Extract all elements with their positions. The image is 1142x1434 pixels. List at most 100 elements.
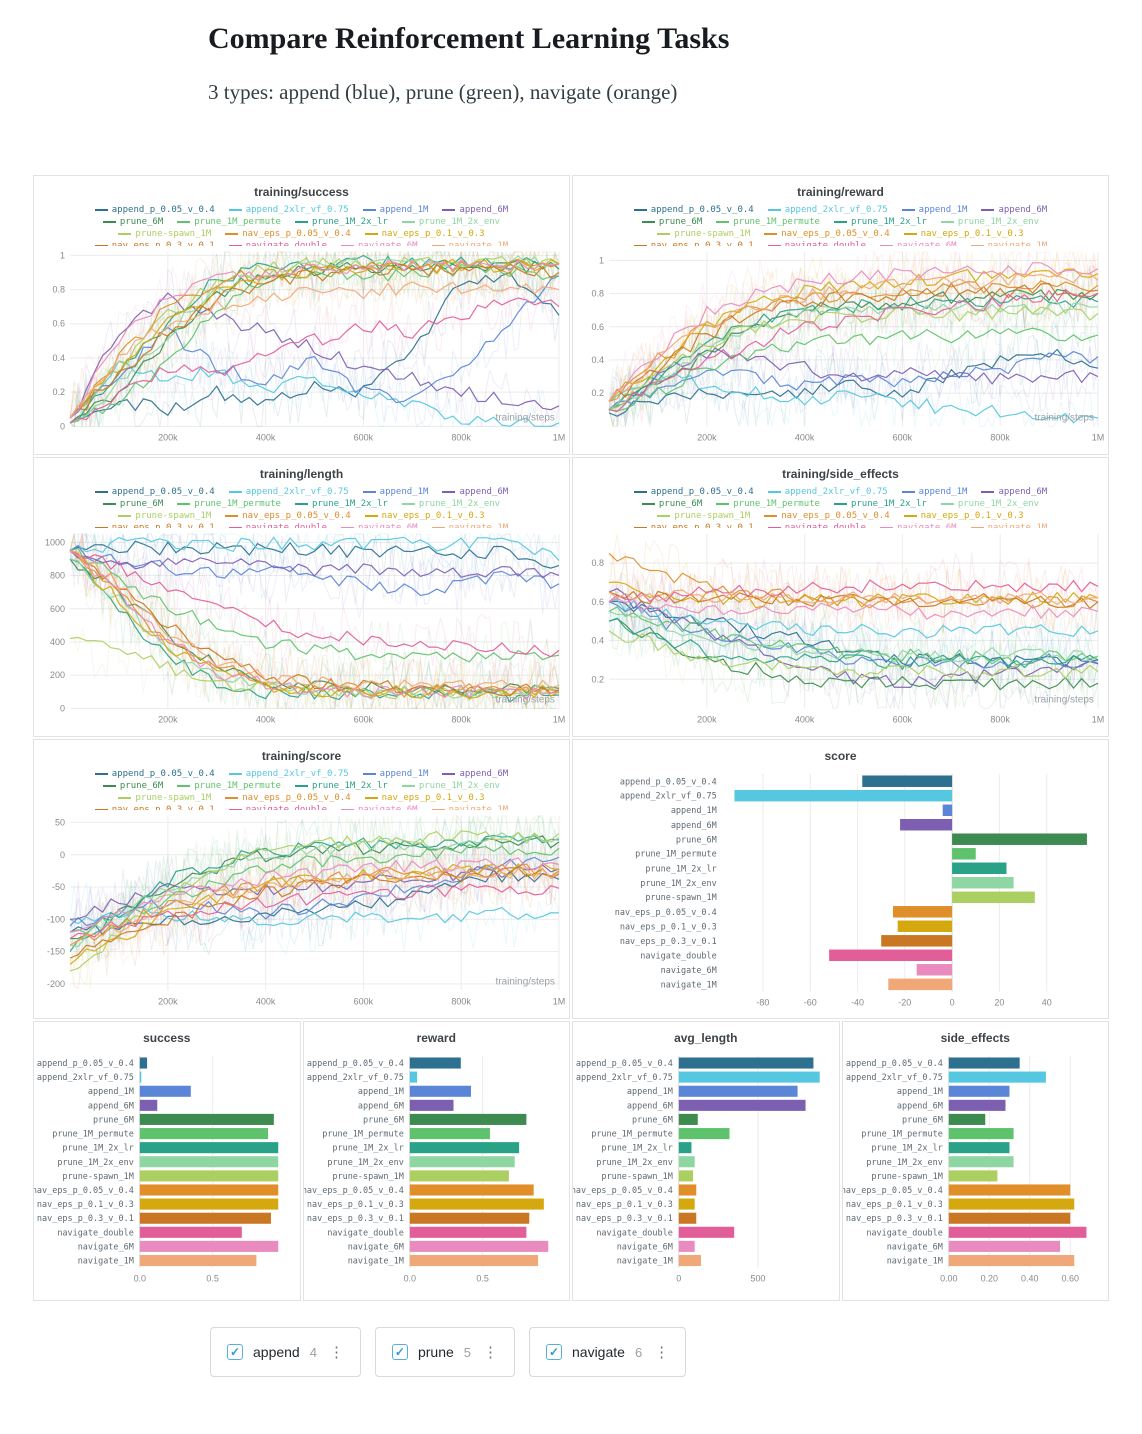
legend-item-prune_1M_2x_lr[interactable]: prune_1M_2x_lr [833,217,927,227]
legend-item-append_p_0.05_v_0.4[interactable]: append_p_0.05_v_0.4 [94,487,215,497]
legend-item-append_1M[interactable]: append_1M [362,205,428,215]
legend-item-nav_eps_p_0.1_v_0.3[interactable]: nav_eps_p_0.1_v_0.3 [364,229,485,239]
legend-item-navigate_6M[interactable]: navigate_6M [341,523,418,528]
legend-item-append_2xlr_vf_0.75[interactable]: append_2xlr_vf_0.75 [228,487,349,497]
legend-item-prune_1M_2x_lr[interactable]: prune_1M_2x_lr [294,499,388,509]
filter-chip-navigate[interactable]: navigate 6 [529,1327,687,1377]
svg-text:navigate_6M: navigate_6M [347,1241,403,1251]
line-chart-training-side-effects[interactable]: 0.2 0.4 0.6 0.8 200k 400k 600k 800k 1M training/s… [573,528,1108,728]
legend-item-prune_1M_2x_env[interactable]: prune_1M_2x_env [940,217,1039,227]
checkbox-checked-icon[interactable] [227,1344,243,1360]
legend-item-nav_eps_p_0.3_v_0.1[interactable]: nav_eps_p_0.3_v_0.1 [633,241,754,246]
kebab-menu-icon[interactable] [483,1343,498,1361]
legend-item-prune_6M[interactable]: prune_6M [641,499,702,509]
legend-item-prune-spawn_1M[interactable]: prune-spawn_1M [118,229,211,239]
legend-item-prune_1M_2x_lr[interactable]: prune_1M_2x_lr [833,499,927,509]
legend-item-append_2xlr_vf_0.75[interactable]: append_2xlr_vf_0.75 [228,769,349,779]
legend-item-navigate_double[interactable]: navigate_double [228,241,327,246]
bar-chart-score[interactable]: -80 -60 -40 -20 0 20 40 append_p_0.05_v_0.4appe… [573,766,1108,1012]
legend-item-nav_eps_p_0.1_v_0.3[interactable]: nav_eps_p_0.1_v_0.3 [903,511,1024,521]
legend-item-append_2xlr_vf_0.75[interactable]: append_2xlr_vf_0.75 [767,205,888,215]
legend-item-prune_1M_permute[interactable]: prune_1M_permute [716,217,820,227]
line-chart-training-score[interactable]: -200 -150 -100 -50 0 50 200k 400k 600k 800k 1M trai… [34,810,569,1010]
svg-text:nav_eps_p_0.3_v_0.1: nav_eps_p_0.3_v_0.1 [845,1213,942,1223]
legend-item-navigate_1M[interactable]: navigate_1M [970,523,1047,528]
legend-item-navigate_6M[interactable]: navigate_6M [341,241,418,246]
kebab-menu-icon[interactable] [329,1343,344,1361]
legend-item-prune_1M_2x_env[interactable]: prune_1M_2x_env [401,217,500,227]
legend-item-navigate_1M[interactable]: navigate_1M [431,805,508,810]
legend-item-nav_eps_p_0.05_v_0.4[interactable]: nav_eps_p_0.05_v_0.4 [764,229,890,239]
legend-item-prune_1M_2x_lr[interactable]: prune_1M_2x_lr [294,217,388,227]
legend-item-navigate_double[interactable]: navigate_double [228,523,327,528]
legend-item-append_p_0.05_v_0.4[interactable]: append_p_0.05_v_0.4 [94,769,215,779]
legend-item-nav_eps_p_0.1_v_0.3[interactable]: nav_eps_p_0.1_v_0.3 [364,793,485,803]
legend-line-icon [341,809,354,810]
legend-item-prune-spawn_1M[interactable]: prune-spawn_1M [657,511,750,521]
filter-chip-label: append [253,1344,300,1360]
line-chart-training-success[interactable]: 0 0.2 0.4 0.6 0.8 1 200k 400k 600k 800k 1M training… [34,246,569,446]
legend-item-append_2xlr_vf_0.75[interactable]: append_2xlr_vf_0.75 [767,487,888,497]
checkbox-checked-icon[interactable] [546,1344,562,1360]
legend-item-append_p_0.05_v_0.4[interactable]: append_p_0.05_v_0.4 [94,205,215,215]
line-chart-training-length[interactable]: 0 200 400 600 800 1000 200k 400k 600k 800k 1M train… [34,528,569,728]
legend-item-append_p_0.05_v_0.4[interactable]: append_p_0.05_v_0.4 [633,487,754,497]
legend-item-prune_1M_2x_env[interactable]: prune_1M_2x_env [940,499,1039,509]
legend-item-prune_6M[interactable]: prune_6M [102,217,163,227]
filter-chip-append[interactable]: append 4 [210,1327,361,1377]
legend-item-nav_eps_p_0.05_v_0.4[interactable]: nav_eps_p_0.05_v_0.4 [225,511,351,521]
legend-item-prune-spawn_1M[interactable]: prune-spawn_1M [657,229,750,239]
legend-item-nav_eps_p_0.3_v_0.1[interactable]: nav_eps_p_0.3_v_0.1 [94,241,215,246]
checkbox-checked-icon[interactable] [391,1344,408,1360]
legend-item-append_6M[interactable]: append_6M [442,487,508,497]
legend-item-prune_1M_permute[interactable]: prune_1M_permute [177,499,281,509]
legend-item-navigate_6M[interactable]: navigate_6M [341,805,418,810]
bar-chart-success[interactable]: 0.0 0.5 append_p_0.05_v_0.4 append_2xlr_vf_… [34,1048,300,1288]
legend-item-nav_eps_p_0.3_v_0.1[interactable]: nav_eps_p_0.3_v_0.1 [633,523,754,528]
legend-item-prune_1M_permute[interactable]: prune_1M_permute [177,217,281,227]
legend-item-prune_6M[interactable]: prune_6M [102,781,163,791]
legend-item-nav_eps_p_0.05_v_0.4[interactable]: nav_eps_p_0.05_v_0.4 [764,511,890,521]
legend-item-append_1M[interactable]: append_1M [362,769,428,779]
legend-item-prune_1M_permute[interactable]: prune_1M_permute [177,781,281,791]
svg-text:append_1M: append_1M [627,1086,673,1096]
legend-item-prune_1M_2x_env[interactable]: prune_1M_2x_env [401,781,500,791]
legend-item-navigate_1M[interactable]: navigate_1M [431,241,508,246]
bar-chart-avg-length[interactable]: 0 500 append_p_0.05_v_0.4 append_2xlr_vf_0.… [573,1048,839,1288]
legend-item-nav_eps_p_0.1_v_0.3[interactable]: nav_eps_p_0.1_v_0.3 [903,229,1024,239]
legend-item-append_6M[interactable]: append_6M [442,205,508,215]
legend-item-navigate_double[interactable]: navigate_double [767,523,866,528]
legend-item-nav_eps_p_0.1_v_0.3[interactable]: nav_eps_p_0.1_v_0.3 [364,511,485,521]
legend-item-navigate_6M[interactable]: navigate_6M [880,241,957,246]
filter-chip-prune[interactable]: prune 5 [374,1327,515,1377]
legend-item-append_1M[interactable]: append_1M [901,487,967,497]
legend-item-append_1M[interactable]: append_1M [901,205,967,215]
svg-text:prune-spawn_1M: prune-spawn_1M [332,1171,403,1181]
legend-item-navigate_1M[interactable]: navigate_1M [970,241,1047,246]
legend-item-nav_eps_p_0.05_v_0.4[interactable]: nav_eps_p_0.05_v_0.4 [225,793,351,803]
legend-item-nav_eps_p_0.05_v_0.4[interactable]: nav_eps_p_0.05_v_0.4 [225,229,351,239]
legend-item-append_2xlr_vf_0.75[interactable]: append_2xlr_vf_0.75 [228,205,349,215]
legend-item-prune-spawn_1M[interactable]: prune-spawn_1M [118,511,211,521]
legend-item-prune_1M_2x_env[interactable]: prune_1M_2x_env [401,499,500,509]
legend-item-prune-spawn_1M[interactable]: prune-spawn_1M [118,793,211,803]
legend-item-navigate_6M[interactable]: navigate_6M [880,523,957,528]
legend-item-append_p_0.05_v_0.4[interactable]: append_p_0.05_v_0.4 [633,205,754,215]
legend-item-prune_1M_2x_lr[interactable]: prune_1M_2x_lr [294,781,388,791]
legend-item-navigate_double[interactable]: navigate_double [767,241,866,246]
legend-item-append_6M[interactable]: append_6M [981,205,1047,215]
legend-item-append_6M[interactable]: append_6M [981,487,1047,497]
legend-item-prune_6M[interactable]: prune_6M [641,217,702,227]
bar-chart-reward[interactable]: 0.0 0.5 append_p_0.05_v_0.4 append_2xlr_vf_… [304,1048,570,1288]
legend-item-prune_1M_permute[interactable]: prune_1M_permute [716,499,820,509]
kebab-menu-icon[interactable] [654,1343,669,1361]
legend-item-append_6M[interactable]: append_6M [442,769,508,779]
legend-item-navigate_double[interactable]: navigate_double [228,805,327,810]
bar-chart-side-effects[interactable]: 0.00 0.20 0.40 0.60 append_p_0.05_v_0.4appen… [843,1048,1109,1288]
legend-item-navigate_1M[interactable]: navigate_1M [431,523,508,528]
legend-item-prune_6M[interactable]: prune_6M [102,499,163,509]
legend-item-nav_eps_p_0.3_v_0.1[interactable]: nav_eps_p_0.3_v_0.1 [94,523,215,528]
legend-item-nav_eps_p_0.3_v_0.1[interactable]: nav_eps_p_0.3_v_0.1 [94,805,215,810]
line-chart-training-reward[interactable]: 0.2 0.4 0.6 0.8 1 200k 400k 600k 800k 1M training/… [573,246,1108,446]
legend-item-append_1M[interactable]: append_1M [362,487,428,497]
